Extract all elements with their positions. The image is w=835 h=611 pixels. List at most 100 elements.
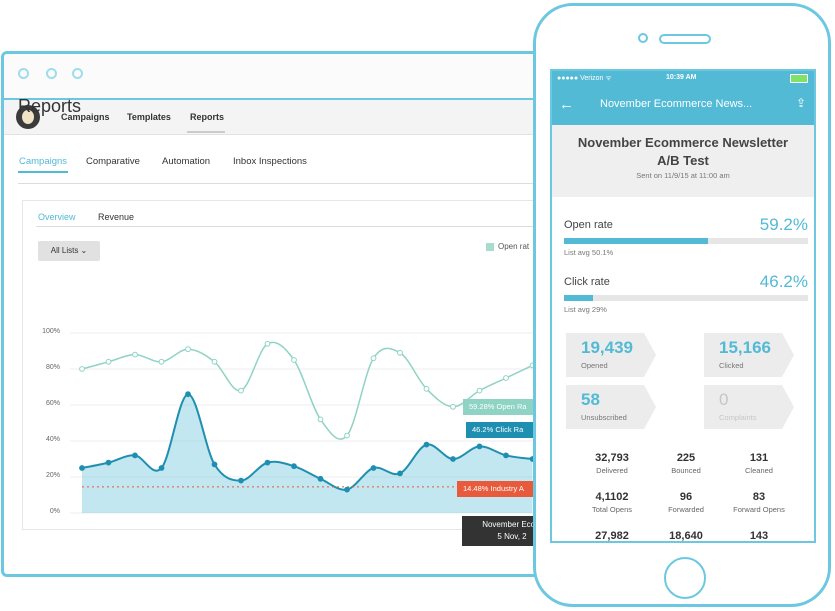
back-arrow-icon[interactable]: ← <box>559 96 574 113</box>
click-rate-point[interactable] <box>185 391 191 398</box>
click-rate-point[interactable] <box>476 443 483 450</box>
stat-value: 32,793 <box>595 452 629 464</box>
opened-card[interactable]: 19,439 Opened <box>566 333 656 377</box>
click-rate-point[interactable] <box>450 456 456 462</box>
top-nav: Campaigns Templates Reports <box>4 100 598 135</box>
clicked-card[interactable]: 15,166 Clicked <box>704 333 794 377</box>
y-tick-label: 80% <box>45 364 60 371</box>
unsubscribed-card[interactable]: 58 Unsubscribed <box>566 385 656 429</box>
tab-active-underline <box>18 171 68 173</box>
open-rate-point[interactable] <box>238 387 244 394</box>
nav-templates[interactable]: Templates <box>127 112 171 122</box>
open-rate-point[interactable] <box>211 358 218 365</box>
click-rate-point[interactable] <box>211 461 218 468</box>
click-rate-point[interactable] <box>344 486 350 493</box>
industry-avg-tag: 14.48% Industry A <box>457 481 549 497</box>
open-rate-point[interactable] <box>264 340 271 347</box>
chart-legend: Open rat <box>486 242 529 251</box>
stat-cleaned: 131 Cleaned <box>714 452 804 475</box>
subtab-overview[interactable]: Overview <box>38 212 76 222</box>
tab-campaigns[interactable]: Campaigns <box>19 156 68 167</box>
share-icon[interactable]: ⇪ <box>795 96 806 110</box>
chart-panel <box>22 200 582 530</box>
open-rate-point[interactable] <box>291 357 297 363</box>
mobile-header-title: November Ecommerce News... <box>600 98 753 110</box>
open-rate-tag: 59.28% Open Ra <box>463 399 551 415</box>
y-tick-label: 0% <box>49 508 60 515</box>
window-close-dot[interactable] <box>18 68 29 79</box>
phone-home-button[interactable] <box>664 557 706 599</box>
click-rate-list-avg: List avg 29% <box>564 305 607 314</box>
stat-row3-c: 143 <box>714 530 804 541</box>
stat-row3-a: 27,982 <box>567 530 657 541</box>
nav-reports[interactable]: Reports <box>190 112 225 122</box>
tabs-divider <box>18 183 578 184</box>
tab-inbox-inspections[interactable]: Inbox Inspections <box>233 156 307 167</box>
open-rate-point[interactable] <box>317 416 324 423</box>
y-tick-label: 20% <box>45 472 60 479</box>
stat-total-opens: 4,1102 Total Opens <box>567 491 657 514</box>
click-rate-point[interactable] <box>238 477 244 484</box>
stat-label: Cleaned <box>745 466 773 475</box>
mailchimp-logo-icon[interactable] <box>16 105 40 129</box>
complaints-card[interactable]: 0 Complaints <box>704 385 794 429</box>
phone-speaker <box>659 34 711 44</box>
open-rate-point[interactable] <box>450 403 456 410</box>
click-rate-point[interactable] <box>503 452 509 459</box>
click-rate-point[interactable] <box>132 452 138 459</box>
tab-automation[interactable]: Automation <box>162 156 211 167</box>
window-maximize-dot[interactable] <box>72 68 83 79</box>
stat-value: 4,1102 <box>595 491 629 503</box>
open-rate-point[interactable] <box>476 387 483 394</box>
open-rate-point[interactable] <box>423 385 430 392</box>
open-rate-point[interactable] <box>397 349 403 356</box>
click-rate-tag: 46.2% Click Ra <box>466 422 548 438</box>
click-rate-area <box>82 394 533 513</box>
click-rate-point[interactable] <box>264 459 271 466</box>
click-rate-point[interactable] <box>158 465 165 471</box>
open-rate-point[interactable] <box>344 432 350 439</box>
stat-delivered: 32,793 Delivered <box>567 452 657 475</box>
open-rate-bar-fill <box>564 238 709 244</box>
carrier-text: ●●●●● Verizon ᯤ <box>557 75 612 82</box>
open-rate-point[interactable] <box>185 346 191 353</box>
complaints-count: 0 <box>719 390 729 409</box>
window-minimize-dot[interactable] <box>46 68 57 79</box>
nav-campaigns[interactable]: Campaigns <box>61 112 110 122</box>
click-rate-point[interactable] <box>105 459 112 466</box>
click-rate-bar <box>564 295 808 301</box>
unsubscribed-label: Unsubscribed <box>581 413 627 422</box>
chevron-down-icon: ⌄ <box>80 246 88 255</box>
opened-count: 19,439 <box>581 338 633 357</box>
open-rate-point[interactable] <box>105 358 112 365</box>
clock-text: 10:39 AM <box>666 74 697 81</box>
open-rate-point[interactable] <box>79 366 85 372</box>
all-lists-dropdown[interactable]: All Lists ⌄ <box>38 241 100 261</box>
open-rate-point[interactable] <box>158 358 165 365</box>
all-lists-label: All Lists <box>50 246 79 255</box>
open-rate-point[interactable] <box>132 351 138 358</box>
click-rate-point[interactable] <box>370 465 377 471</box>
stat-bounced: 225 Bounced <box>641 452 731 475</box>
click-rate-point[interactable] <box>397 470 403 477</box>
click-rate-point[interactable] <box>423 441 430 448</box>
stat-row3-b: 18,640 <box>641 530 731 541</box>
stat-label: Forward Opens <box>733 505 785 514</box>
open-rate-line <box>81 341 533 440</box>
click-rate-point[interactable] <box>291 463 297 470</box>
open-rate-point[interactable] <box>370 355 377 362</box>
stat-value: 83 <box>752 491 766 503</box>
open-rate-point[interactable] <box>503 375 509 381</box>
campaign-summary: November Ecommerce Newsletter A/B Test S… <box>552 125 814 197</box>
click-rate-point[interactable] <box>79 465 85 471</box>
subtab-revenue[interactable]: Revenue <box>98 212 135 222</box>
campaign-title-line-1: November Ecommerce Newsletter <box>577 135 789 150</box>
open-rate-value: 59.2% <box>759 215 808 234</box>
tab-comparative[interactable]: Comparative <box>86 156 140 167</box>
nav-reports-underline <box>187 131 225 133</box>
complaints-label: Complaints <box>719 413 757 422</box>
y-tick-label: 60% <box>45 400 60 407</box>
click-rate-point[interactable] <box>317 475 324 482</box>
stat-value: 131 <box>749 452 769 464</box>
